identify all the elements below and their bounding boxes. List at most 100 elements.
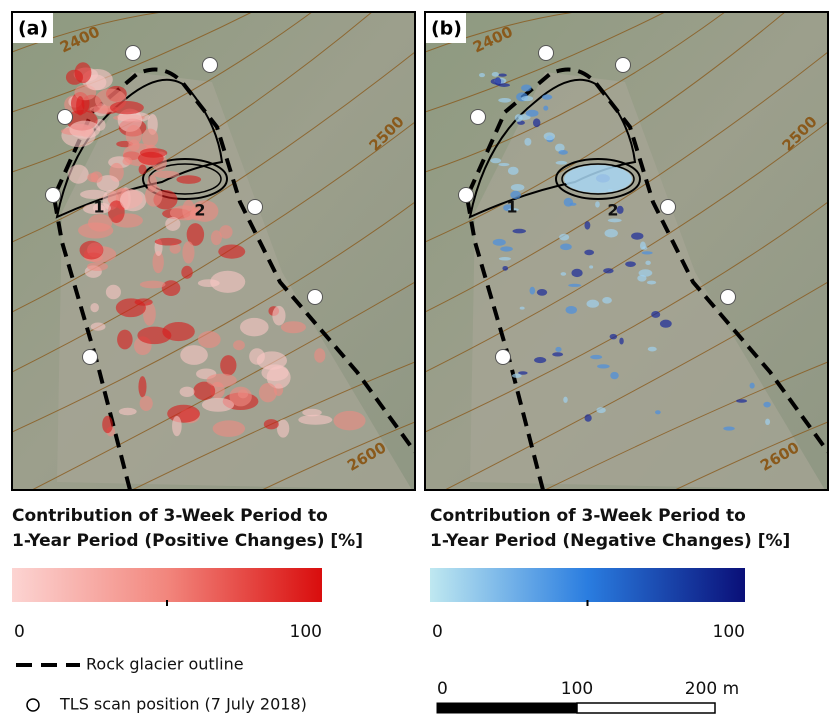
region-label: 2 — [607, 201, 618, 220]
change-patch — [603, 268, 613, 273]
change-patch — [560, 244, 572, 251]
change-patch — [763, 402, 770, 408]
change-patch — [479, 73, 485, 77]
change-patch — [218, 244, 245, 258]
scan-position — [58, 110, 73, 125]
change-patch — [165, 217, 180, 231]
scale-bar-label: 0 — [437, 679, 448, 699]
change-patch — [180, 387, 195, 397]
change-patch — [736, 399, 747, 403]
change-patch — [596, 407, 605, 413]
change-patch — [564, 198, 573, 207]
colorbar-title: 1-Year Period (Negative Changes) [%] — [430, 531, 790, 551]
change-patch — [277, 419, 289, 437]
change-patch — [586, 300, 599, 308]
scan-position — [471, 110, 486, 125]
change-patch — [568, 284, 581, 287]
change-patch — [80, 241, 104, 260]
change-patch — [69, 121, 100, 139]
map-panel: 24002500260012(b) — [425, 12, 828, 490]
change-patch — [140, 396, 153, 411]
scan-position — [616, 58, 631, 73]
change-patch — [122, 157, 132, 165]
change-patch — [502, 266, 508, 271]
change-patch — [508, 167, 519, 175]
change-patch — [145, 185, 163, 207]
change-patch — [333, 411, 365, 430]
region-label: 1 — [93, 198, 104, 217]
change-patch — [521, 96, 533, 101]
change-patch — [655, 410, 661, 414]
outline-legend: Rock glacier outline — [86, 655, 244, 674]
change-patch — [198, 331, 221, 348]
change-patch — [498, 74, 507, 77]
change-patch — [537, 289, 547, 296]
change-patch — [642, 251, 653, 254]
scan-position — [539, 46, 554, 61]
change-patch — [211, 230, 222, 245]
change-patch — [595, 201, 600, 207]
colorbar-max: 100 — [713, 622, 745, 642]
change-patch — [610, 334, 617, 340]
change-patch — [181, 266, 192, 279]
map-base — [425, 12, 828, 490]
change-patch — [142, 129, 158, 148]
change-patch — [102, 416, 113, 433]
change-patch — [648, 347, 657, 352]
change-patch — [257, 351, 287, 369]
change-patch — [543, 106, 548, 111]
colorbar-title: 1-Year Period (Positive Changes) [%] — [12, 531, 363, 551]
colorbar-min: 0 — [432, 622, 443, 642]
change-patch — [91, 171, 103, 182]
change-patch — [765, 419, 770, 425]
panel-label: (b) — [431, 18, 462, 40]
change-patch — [521, 85, 532, 92]
change-patch — [585, 414, 592, 421]
change-patch — [162, 280, 181, 296]
change-patch — [167, 405, 200, 423]
change-patch — [605, 229, 618, 237]
change-patch — [552, 352, 563, 356]
change-patch — [116, 298, 146, 317]
change-patch — [90, 303, 99, 312]
change-patch — [631, 232, 643, 239]
scan-legend: TLS scan position (7 July 2018) — [59, 695, 307, 714]
change-patch — [140, 281, 166, 289]
change-patch — [138, 152, 164, 165]
change-patch — [91, 322, 106, 330]
scan-position — [248, 200, 263, 215]
change-patch — [119, 408, 137, 415]
change-patch — [210, 271, 245, 293]
change-patch — [500, 246, 513, 251]
change-patch — [314, 348, 325, 362]
change-patch — [561, 272, 567, 276]
change-patch — [651, 311, 660, 318]
scan-position — [83, 350, 98, 365]
change-patch — [75, 62, 92, 83]
scale-bar-label: 200 m — [685, 679, 739, 699]
change-patch — [128, 140, 139, 152]
change-patch — [584, 250, 594, 256]
colorbar — [430, 568, 745, 602]
change-patch — [498, 163, 509, 166]
change-patch — [571, 269, 582, 277]
change-patch — [597, 364, 610, 368]
change-patch — [533, 118, 540, 127]
change-patch — [138, 376, 146, 397]
change-patch — [558, 150, 568, 155]
change-patch — [229, 387, 251, 407]
scan-position — [126, 46, 141, 61]
figure: 24002500260012(a)Contribution of 3-Week … — [0, 0, 829, 717]
scale-bar-label: 100 — [561, 679, 593, 699]
scan-position — [721, 290, 736, 305]
change-patch — [559, 234, 569, 241]
change-patch — [493, 239, 506, 246]
region-label: 2 — [194, 201, 205, 220]
change-patch — [220, 355, 236, 376]
change-patch — [182, 200, 195, 220]
scan-position — [46, 188, 61, 203]
scan-position — [496, 350, 511, 365]
